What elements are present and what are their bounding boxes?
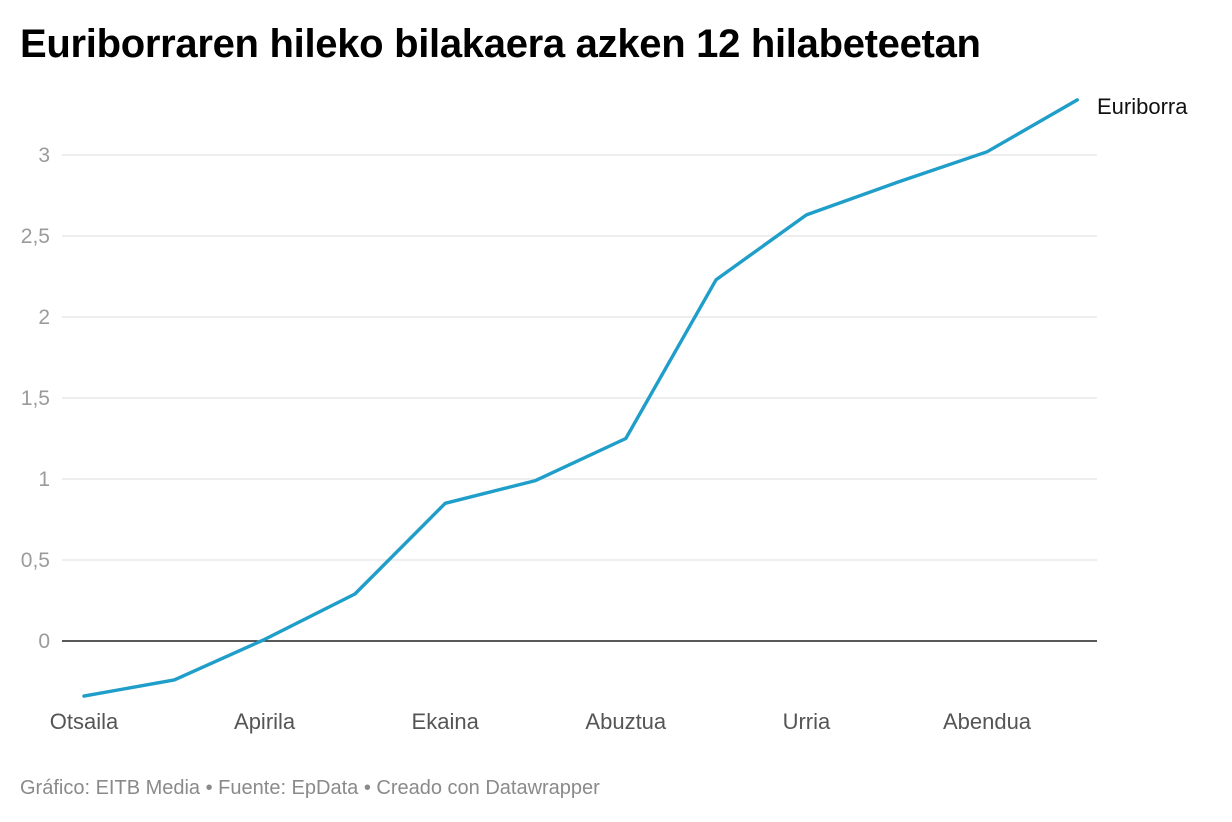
data-point <box>985 150 989 154</box>
data-point <box>804 213 808 217</box>
x-tick-label: Urria <box>783 709 831 734</box>
data-point <box>263 637 267 641</box>
data-point <box>1075 98 1079 102</box>
x-tick-label: Apirila <box>234 709 296 734</box>
y-tick-label: 0 <box>38 630 50 653</box>
y-axis-ticks: 0 0,5 1 1,5 2 2,5 3 <box>21 144 50 653</box>
y-tick-label: 2 <box>38 306 50 329</box>
x-tick-label: Abendua <box>943 709 1032 734</box>
data-point <box>624 437 628 441</box>
y-tick-label: 1,5 <box>21 387 50 410</box>
data-point <box>534 479 538 483</box>
y-tick-label: 2,5 <box>21 225 50 248</box>
x-tick-label: Abuztua <box>585 709 666 734</box>
data-point <box>443 501 447 505</box>
source-credits: Gráfico: EITB Media • Fuente: EpData • C… <box>20 777 600 799</box>
x-tick-label: Ekaina <box>412 709 480 734</box>
series-label: Euriborra <box>1097 94 1188 119</box>
data-point <box>895 181 899 185</box>
series-layer: Euriborra <box>82 94 1188 698</box>
y-tick-label: 1 <box>38 468 50 491</box>
x-axis-ticks: Otsaila Apirila Ekaina Abuztua Urria Abendua <box>50 709 1032 734</box>
data-point <box>353 592 357 596</box>
data-point <box>172 678 176 682</box>
series-line <box>82 98 1080 698</box>
gridlines <box>62 154 1097 642</box>
data-point <box>82 694 86 698</box>
chart-title: Euriborraren hileko bilakaera azken 12 h… <box>20 22 981 66</box>
data-point <box>714 278 718 282</box>
y-tick-label: 0,5 <box>21 549 50 572</box>
x-tick-label: Otsaila <box>50 709 119 734</box>
y-tick-label: 3 <box>38 144 50 167</box>
